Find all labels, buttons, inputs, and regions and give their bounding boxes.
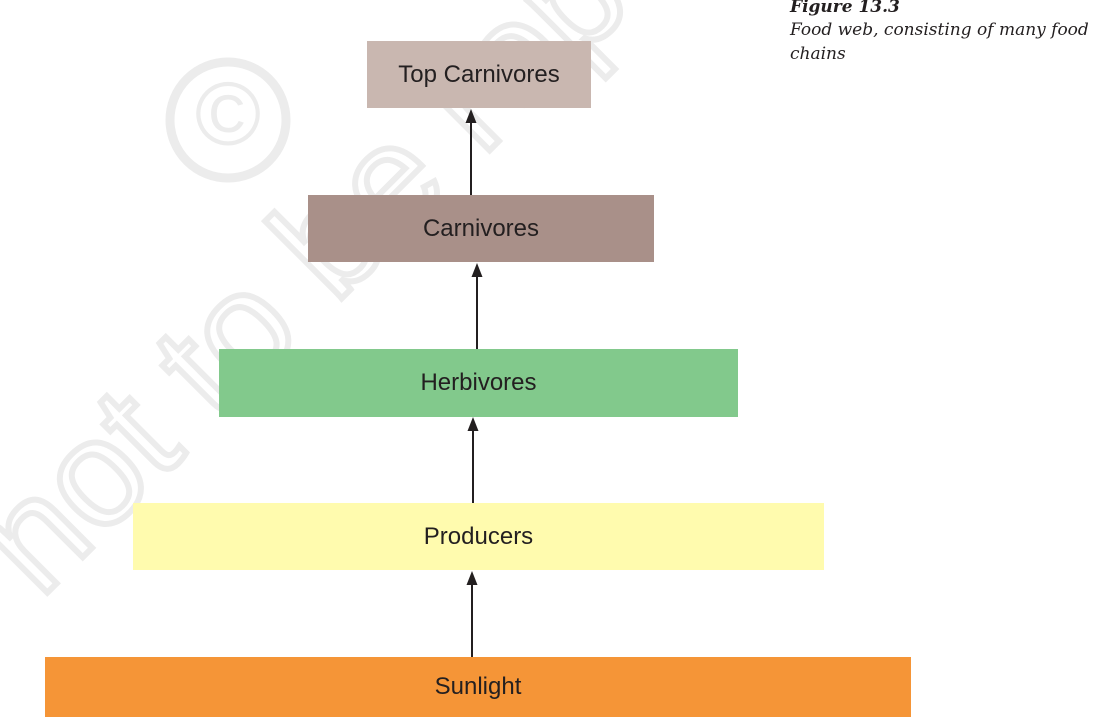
level-sunlight: Sunlight (45, 657, 911, 717)
figure-caption: Figure 13.3 Food web, consisting of many… (790, 0, 1107, 66)
level-top-carnivores-label: Top Carnivores (398, 60, 560, 88)
level-sunlight-label: Sunlight (434, 673, 522, 700)
figure-caption-text: Food web, consisting of many food chains (790, 20, 1089, 64)
level-producers: Producers (133, 503, 824, 570)
level-producers-label: Producers (423, 522, 534, 550)
arrow-herbivores-to-carnivores (471, 263, 483, 349)
figure-number: Figure 13.3 (790, 0, 900, 17)
level-carnivores: Carnivores (308, 195, 654, 262)
level-top-carnivores: Top Carnivores (367, 41, 591, 108)
level-herbivores-label: Herbivores (420, 369, 537, 396)
arrow-producers-to-herbivores (467, 417, 479, 503)
level-herbivores: Herbivores (219, 349, 738, 417)
arrow-carnivores-to-top-carnivores (465, 109, 477, 195)
level-carnivores-label: Carnivores (422, 214, 540, 242)
arrow-sunlight-to-producers (466, 571, 478, 657)
